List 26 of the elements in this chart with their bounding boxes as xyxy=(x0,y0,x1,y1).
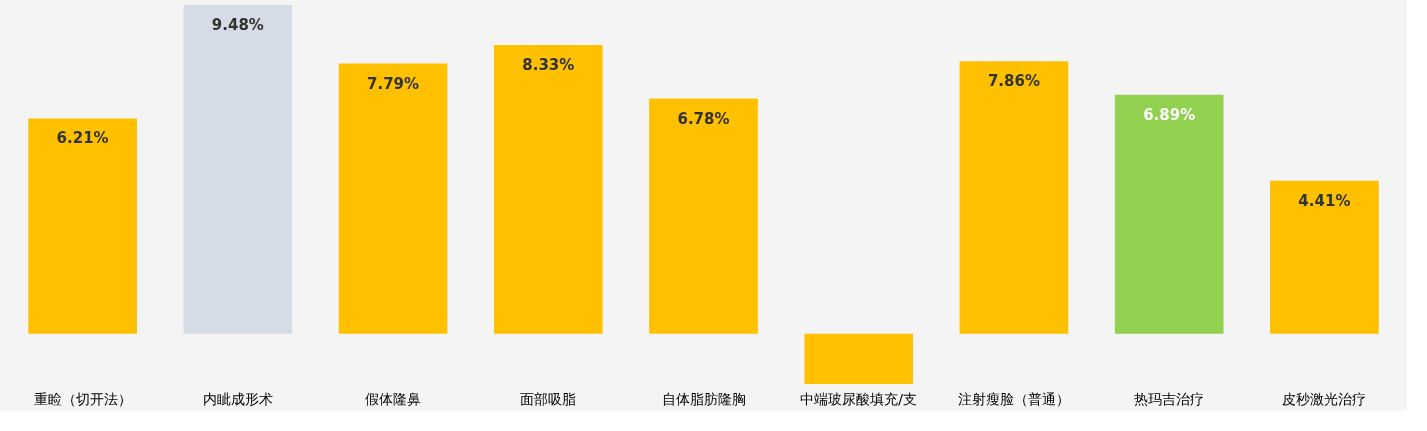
x-tick-label: 面部吸脂 xyxy=(520,390,577,407)
x-tick-label: 注射瘦脸（普通） xyxy=(957,390,1070,407)
bar xyxy=(1270,180,1379,334)
data-label: 4.41% xyxy=(1298,191,1351,210)
x-tick-label: 假体隆鼻 xyxy=(365,390,422,407)
data-label: 8.33% xyxy=(522,55,575,74)
x-tick-label: 自体脂肪隆胸 xyxy=(661,390,746,407)
data-label: 9.48% xyxy=(211,16,264,34)
x-tick-label: 重睑（切开法） xyxy=(33,390,132,407)
x-tick-label: 热玛吉治疗 xyxy=(1134,390,1205,407)
bar xyxy=(183,5,293,334)
x-tick-label: 皮秒激光治疗 xyxy=(1282,390,1367,407)
bar xyxy=(1114,94,1224,334)
bar xyxy=(804,333,914,384)
bar xyxy=(649,98,758,334)
data-label: 6.21% xyxy=(56,129,109,148)
bar xyxy=(959,61,1069,334)
data-label: 6.89% xyxy=(1143,105,1196,124)
data-label: 7.86% xyxy=(987,72,1040,91)
x-tick-label: 内眦成形术 xyxy=(202,390,273,407)
bar xyxy=(338,63,448,334)
data-label: 6.78% xyxy=(677,109,730,128)
data-label: 7.79% xyxy=(367,74,420,93)
x-tick-label: 中端玻尿酸填充/支 xyxy=(800,390,918,407)
bar xyxy=(493,44,603,334)
bar xyxy=(28,118,137,334)
